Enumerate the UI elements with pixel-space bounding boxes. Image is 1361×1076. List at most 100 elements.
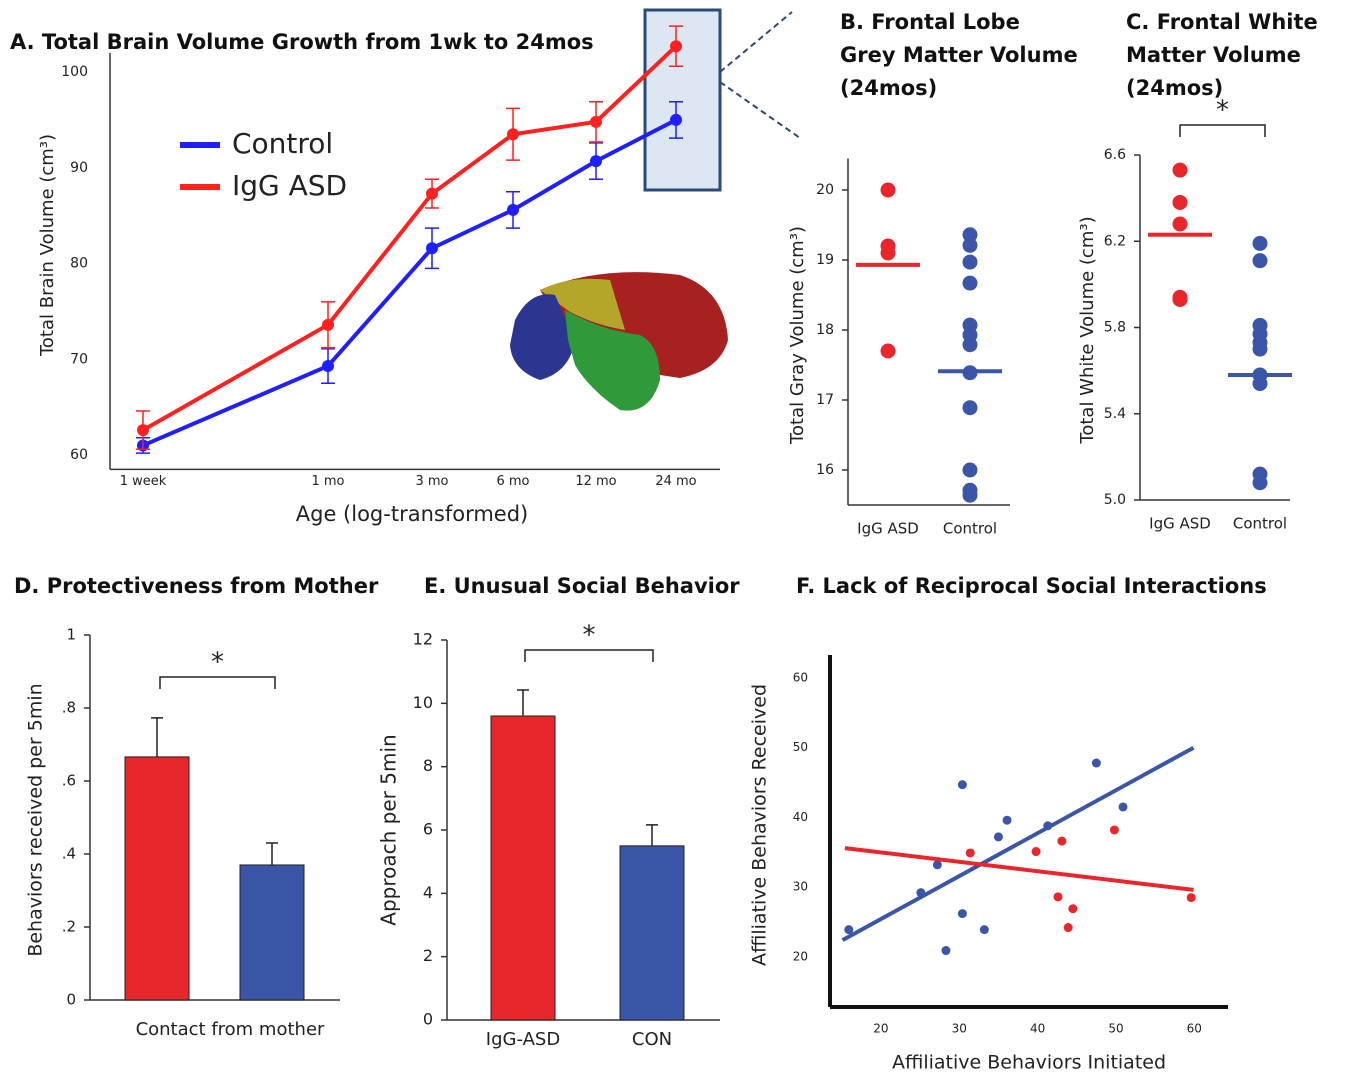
data-point xyxy=(1252,376,1268,392)
x-tick-label: 60 xyxy=(1187,1022,1202,1036)
data-point xyxy=(1057,836,1067,846)
data-point xyxy=(1252,235,1268,251)
x-tick-label: 40 xyxy=(1030,1022,1045,1036)
y-axis-label: Affiliative Behaviors Received xyxy=(749,684,771,966)
y-tick-label: 20 xyxy=(793,949,808,963)
data-point xyxy=(962,400,978,416)
error-bar xyxy=(266,842,278,865)
data-point xyxy=(322,318,334,331)
y-tick-label: 6 xyxy=(423,820,433,839)
data-point xyxy=(962,275,978,291)
y-axis-label: Behaviors received per 5min xyxy=(25,683,47,956)
data-point xyxy=(1118,802,1128,812)
y-tick-label: 50 xyxy=(793,740,808,754)
data-point xyxy=(957,909,967,919)
significance-bracket xyxy=(524,649,654,662)
data-point xyxy=(1091,758,1101,768)
data-point xyxy=(1172,216,1188,232)
x-tick-label: 30 xyxy=(952,1022,967,1036)
x-tick-label: 1 week xyxy=(120,474,167,489)
x-tick-label: 12 mo xyxy=(575,474,616,489)
x-tick-label: Control xyxy=(1233,515,1287,533)
bar xyxy=(619,845,685,1021)
data-point xyxy=(1043,821,1053,831)
series-line xyxy=(142,44,678,432)
legend-label: Control xyxy=(232,127,333,160)
panel-title: B. Frontal Lobe Grey Matter Volume (24mo… xyxy=(840,10,1078,100)
data-point xyxy=(590,115,602,128)
bar xyxy=(239,864,305,1001)
data-point xyxy=(1252,475,1268,491)
data-point xyxy=(1109,825,1119,835)
zoom-line xyxy=(719,81,801,139)
x-tick-label: 24 mo xyxy=(655,474,696,489)
data-point xyxy=(670,113,682,126)
error-bar xyxy=(151,717,163,757)
x-tick-label: 50 xyxy=(1108,1022,1123,1036)
data-point xyxy=(1186,893,1196,903)
x-axis-label: Contact from mother xyxy=(136,1019,325,1040)
y-tick-label: 5.4 xyxy=(1104,406,1126,422)
data-point xyxy=(1063,923,1073,933)
highlight-box xyxy=(643,8,722,192)
data-point xyxy=(844,925,854,935)
data-point xyxy=(957,780,967,790)
y-tick-label: 30 xyxy=(793,880,808,894)
y-tick-label: 17 xyxy=(816,392,834,408)
y-tick-label: 40 xyxy=(793,810,808,824)
legend-label: IgG ASD xyxy=(232,169,347,202)
y-tick-label: .4 xyxy=(62,845,76,863)
y-axis-label: Total Gray Volume (cm³) xyxy=(787,226,808,445)
data-point xyxy=(507,203,519,216)
y-tick-label: 5.8 xyxy=(1104,320,1126,336)
y-tick-label: 100 xyxy=(61,64,88,80)
y-tick-label: 0 xyxy=(423,1010,433,1029)
panel-title: C. Frontal White Matter Volume (24mos) xyxy=(1126,10,1318,100)
data-point xyxy=(137,424,149,437)
data-point xyxy=(1002,815,1012,825)
data-point xyxy=(590,155,602,168)
data-point xyxy=(962,487,978,503)
data-point xyxy=(670,40,682,53)
y-tick-label: 1 xyxy=(66,626,76,644)
y-tick-label: 18 xyxy=(816,322,834,338)
zoom-line xyxy=(719,11,793,73)
significance-label: * xyxy=(1216,96,1229,126)
x-tick-label: IgG ASD xyxy=(1149,515,1211,533)
data-point xyxy=(962,227,978,243)
x-tick-label: 6 mo xyxy=(496,474,529,489)
x-tick-label: 1 mo xyxy=(311,474,344,489)
y-tick-label: 2 xyxy=(423,946,433,965)
data-point xyxy=(880,182,896,198)
x-tick-label: 20 xyxy=(873,1022,888,1036)
y-tick-label: 0 xyxy=(66,991,76,1009)
x-axis-label: Affiliative Behaviors Initiated xyxy=(892,1052,1166,1074)
y-tick-label: 8 xyxy=(423,756,433,775)
data-point xyxy=(962,237,978,253)
fit-line xyxy=(841,745,1195,942)
y-tick-label: 60 xyxy=(793,671,808,685)
error-bar xyxy=(646,824,658,846)
series-line xyxy=(142,118,677,448)
y-tick-label: 20 xyxy=(816,182,834,198)
y-axis-label: Approach per 5min xyxy=(377,734,401,925)
bar xyxy=(490,715,556,1021)
significance-bracket xyxy=(159,676,276,689)
x-tick-label: IgG-ASD xyxy=(486,1029,560,1050)
panel-title: E. Unusual Social Behavior xyxy=(424,574,740,598)
data-point xyxy=(1031,847,1041,857)
panel-title: D. Protectiveness from Mother xyxy=(14,574,379,598)
y-tick-label: 5.0 xyxy=(1104,492,1126,508)
data-point xyxy=(507,128,519,141)
y-tick-label: 10 xyxy=(413,693,433,712)
data-point xyxy=(1172,162,1188,178)
x-axis-label: Age (log-transformed) xyxy=(296,502,528,526)
y-tick-label: 90 xyxy=(70,160,88,176)
data-point xyxy=(965,848,975,858)
data-point xyxy=(1252,253,1268,269)
data-point xyxy=(1172,194,1188,210)
panel-title: F. Lack of Reciprocal Social Interaction… xyxy=(796,574,1267,598)
significance-label: * xyxy=(583,621,596,651)
y-axis-label: Total White Volume (cm³) xyxy=(1077,216,1098,444)
